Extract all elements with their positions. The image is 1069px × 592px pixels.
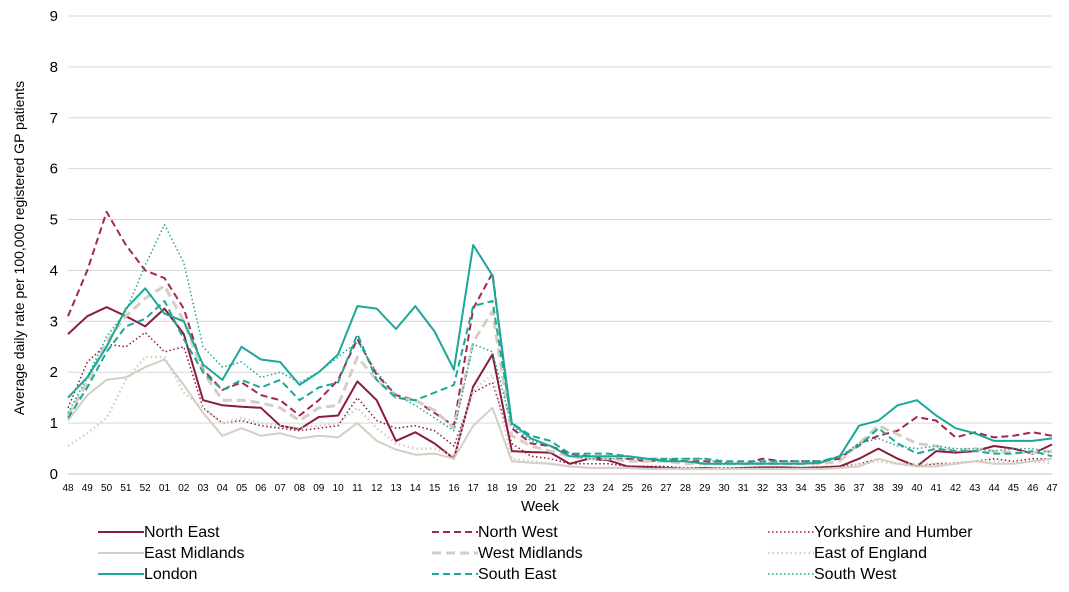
x-tick-label: 25 (622, 483, 634, 494)
legend-label: West Midlands (478, 545, 583, 562)
legend-label: London (144, 566, 197, 583)
legend: North East North West Yorkshire and Humber… (98, 524, 973, 583)
legend-item: London (98, 566, 197, 583)
x-tick-label: 35 (815, 483, 827, 494)
x-tick-label: 50 (101, 483, 113, 494)
x-tick-label: 16 (448, 483, 460, 494)
x-tick-label: 19 (506, 483, 518, 494)
x-tick-label: 01 (159, 483, 171, 494)
x-tick-label: 46 (1027, 483, 1039, 494)
legend-item: South West (768, 566, 897, 583)
x-tick-label: 29 (699, 483, 711, 494)
y-tick-label: 8 (50, 59, 58, 76)
x-tick-label: 22 (564, 483, 576, 494)
legend-item: North East (98, 524, 220, 541)
x-tick-label: 13 (390, 483, 402, 494)
series-line-north-west (67, 210, 1053, 465)
x-tick-label: 30 (718, 483, 730, 494)
x-tick-label: 39 (892, 483, 904, 494)
legend-item: South East (432, 566, 557, 583)
legend-label: East Midlands (144, 545, 245, 562)
x-tick-label: 42 (950, 483, 962, 494)
x-tick-label: 10 (333, 483, 345, 494)
y-axis-label: Average daily rate per 100,000 registere… (11, 81, 27, 415)
x-tick-labels: 48 49 50 51 52 01 02 03 04 05 06 07 08 09 10 11 12 13 14 15… (62, 483, 1058, 494)
series-line-london (67, 244, 1053, 465)
x-tick-label: 32 (757, 483, 769, 494)
y-tick-label: 0 (50, 466, 58, 483)
x-tick-label: 18 (487, 483, 499, 494)
x-tick-label: 21 (545, 483, 557, 494)
y-tick-label: 9 (50, 8, 58, 25)
x-tick-label: 27 (661, 483, 673, 494)
x-tick-label: 52 (140, 483, 152, 494)
x-tick-label: 11 (352, 483, 363, 494)
series-line-south-east (67, 300, 1053, 463)
y-tick-labels: 0 1 2 3 4 5 6 7 8 9 (50, 8, 58, 483)
y-tick-label: 5 (50, 212, 58, 229)
series-lines (66, 210, 1053, 471)
y-tick-label: 1 (50, 415, 58, 432)
legend-item: West Midlands (432, 545, 583, 562)
y-tick-label: 7 (50, 110, 58, 127)
x-tick-label: 40 (911, 483, 923, 494)
legend-label: South East (478, 566, 557, 583)
x-tick-label: 31 (738, 483, 750, 494)
series-line-east-of-england (67, 355, 1053, 471)
legend-item: North West (432, 524, 558, 541)
x-tick-label: 17 (468, 483, 480, 494)
x-tick-label: 38 (873, 483, 885, 494)
x-tick-label: 20 (525, 483, 537, 494)
x-tick-label: 26 (641, 483, 653, 494)
legend-item: East Midlands (98, 545, 245, 562)
x-tick-label: 03 (197, 483, 209, 494)
x-tick-label: 04 (217, 483, 229, 494)
series-line-east-midlands (67, 358, 1053, 470)
legend-label: Yorkshire and Humber (814, 524, 973, 541)
x-tick-label: 43 (969, 483, 981, 494)
x-tick-label: 44 (989, 483, 1001, 494)
y-tick-label: 6 (50, 161, 58, 178)
gridlines (68, 15, 1052, 424)
x-tick-label: 05 (236, 483, 248, 494)
x-tick-label: 28 (680, 483, 692, 494)
x-tick-label: 48 (62, 483, 74, 494)
series-line-west-midlands (66, 284, 1053, 466)
x-tick-label: 37 (853, 483, 865, 494)
x-tick-label: 41 (931, 483, 943, 494)
legend-label: East of England (814, 545, 927, 562)
x-tick-label: 09 (313, 483, 325, 494)
x-tick-label: 08 (294, 483, 306, 494)
x-tick-label: 33 (776, 483, 788, 494)
y-tick-label: 3 (50, 313, 58, 330)
x-tick-label: 07 (275, 483, 287, 494)
x-tick-label: 12 (371, 483, 383, 494)
legend-label: North East (144, 524, 220, 541)
y-tick-label: 4 (50, 262, 58, 279)
x-tick-label: 36 (834, 483, 846, 494)
x-tick-label: 06 (255, 483, 267, 494)
x-tick-label: 15 (429, 483, 441, 494)
x-axis-label: Week (521, 498, 560, 515)
y-tick-label: 2 (50, 364, 58, 381)
x-tick-label: 23 (583, 483, 595, 494)
x-tick-label: 24 (603, 483, 615, 494)
legend-item: Yorkshire and Humber (768, 524, 973, 541)
x-tick-label: 34 (796, 483, 808, 494)
x-tick-label: 51 (120, 483, 132, 494)
x-tick-label: 45 (1008, 483, 1020, 494)
x-tick-label: 02 (178, 483, 190, 494)
x-tick-label: 14 (410, 483, 422, 494)
series-line-yorkshire-and-humber (67, 331, 1052, 469)
x-tick-label: 47 (1046, 483, 1058, 494)
legend-label: North West (478, 524, 558, 541)
legend-label: South West (814, 566, 897, 583)
legend-item: East of England (768, 545, 927, 562)
series-line-north-east (67, 306, 1053, 470)
x-tick-label: 49 (82, 483, 94, 494)
